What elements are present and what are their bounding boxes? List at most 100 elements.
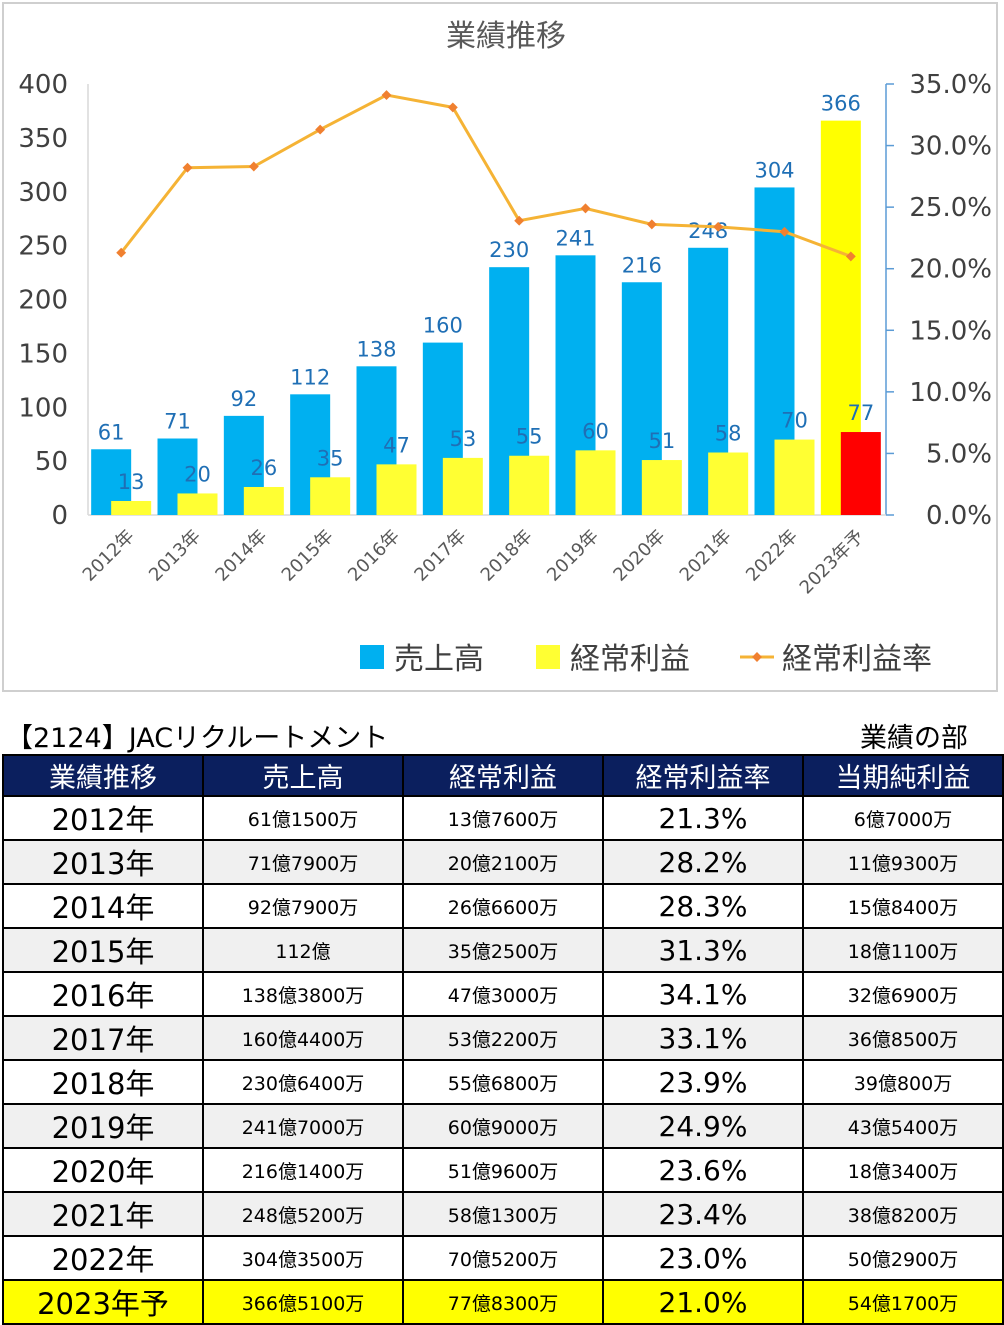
legend-swatch-sales [360, 645, 384, 669]
row-ordinary-profit: 60億9000万 [402, 1103, 604, 1149]
table-row: 2016年 138億3800万 47億3000万 34.1% 32億6900万 [2, 971, 1004, 1017]
row-ordinary-profit: 47億3000万 [402, 971, 604, 1017]
row-sales: 241億7000万 [202, 1103, 404, 1149]
rate-line [119, 93, 852, 258]
sales-data-label: 160 [423, 314, 463, 338]
y-left-tick-label: 300 [18, 178, 68, 208]
legend-label-rate: 経常利益率 [782, 642, 932, 677]
y-right-tick-label: 25.0% [909, 193, 992, 223]
row-profit-rate: 28.3% [602, 883, 804, 929]
table-header-row: 業績推移 売上高 経常利益 経常利益率 当期純利益 [2, 754, 1004, 797]
row-net-income: 50億2900万 [802, 1235, 1004, 1281]
y-left-tick-label: 400 [18, 70, 68, 100]
row-profit-rate: 31.3% [602, 927, 804, 973]
row-net-income: 32億6900万 [802, 971, 1004, 1017]
x-tick-label: 2018年 [477, 526, 537, 586]
row-profit-rate: 33.1% [602, 1015, 804, 1061]
x-tick-label: 2020年 [609, 526, 669, 586]
rate-point [182, 162, 193, 173]
table-row: 2021年 248億5200万 58億1300万 23.4% 38億8200万 [2, 1191, 1004, 1237]
x-tick-label: 2013年 [145, 526, 205, 586]
row-net-income: 15億8400万 [802, 883, 1004, 929]
table-row: 2019年 241億7000万 60億9000万 24.9% 43億5400万 [2, 1103, 1004, 1149]
column-header: 経常利益率 [602, 754, 804, 797]
rate-point [116, 247, 127, 258]
row-ordinary-profit: 26億6600万 [402, 883, 604, 929]
row-year: 2020年 [2, 1147, 204, 1193]
x-tick-label: 2012年 [79, 526, 139, 586]
profit-data-label: 53 [449, 427, 476, 451]
profit-bar [310, 477, 351, 515]
row-profit-rate: 23.0% [602, 1235, 804, 1281]
row-year: 2014年 [2, 883, 204, 929]
y-left-tick-label: 250 [18, 232, 68, 262]
row-net-income: 39億800万 [802, 1059, 1004, 1105]
x-tick-label: 2022年 [742, 526, 802, 586]
row-sales: 71億7900万 [202, 839, 404, 885]
sales-data-label: 248 [688, 219, 728, 243]
row-year: 2015年 [2, 927, 204, 973]
row-ordinary-profit: 53億2200万 [402, 1015, 604, 1061]
column-header: 当期純利益 [802, 754, 1004, 797]
row-sales: 138億3800万 [202, 971, 404, 1017]
row-ordinary-profit: 55億6800万 [402, 1059, 604, 1105]
x-tick-label: 2015年 [278, 526, 338, 586]
y-right-tick-label: 30.0% [909, 132, 992, 162]
row-year: 2016年 [2, 971, 204, 1017]
y-right-tick-label: 35.0% [909, 70, 992, 100]
chart-frame: 業績推移 0 50 100 150 200 250 300 350 400 0.0% 5.0% 10.0… [2, 2, 998, 692]
profit-bar [509, 455, 550, 515]
rate-point [845, 251, 856, 262]
row-profit-rate: 23.6% [602, 1147, 804, 1193]
row-ordinary-profit: 77億8300万 [402, 1279, 604, 1325]
row-year: 2022年 [2, 1235, 204, 1281]
profit-data-label: 20 [184, 462, 211, 486]
profit-bar [575, 450, 616, 515]
row-net-income: 18億3400万 [802, 1147, 1004, 1193]
table-row: 2022年 304億3500万 70億5200万 23.0% 50億2900万 [2, 1235, 1004, 1281]
sales-data-label: 230 [489, 238, 529, 262]
table-row: 2015年 112億 35億2500万 31.3% 18億1100万 [2, 927, 1004, 973]
row-profit-rate: 24.9% [602, 1103, 804, 1149]
profit-data-label: 47 [383, 433, 410, 457]
rate-point [646, 219, 657, 230]
row-net-income: 6億7000万 [802, 795, 1004, 841]
chart-title: 業績推移 [446, 19, 566, 54]
y-left-tick-label: 0 [51, 501, 68, 531]
y-left-tick-label: 350 [18, 124, 68, 154]
y-left-tick-label: 100 [18, 393, 68, 423]
row-net-income: 11億9300万 [802, 839, 1004, 885]
row-year: 2012年 [2, 795, 204, 841]
row-net-income: 43億5400万 [802, 1103, 1004, 1149]
rate-point [248, 161, 259, 172]
row-net-income: 36億8500万 [802, 1015, 1004, 1061]
row-ordinary-profit: 51億9600万 [402, 1147, 604, 1193]
row-ordinary-profit: 20億2100万 [402, 839, 604, 885]
row-year: 2013年 [2, 839, 204, 885]
profit-data-label: 26 [250, 456, 277, 480]
profit-bar [177, 493, 218, 515]
profit-bar [243, 486, 284, 515]
table-row: 2023年予 366億5100万 77億8300万 21.0% 54億1700万 [2, 1279, 1004, 1325]
table-row: 2013年 71億7900万 20億2100万 28.2% 11億9300万 [2, 839, 1004, 885]
performance-chart: 業績推移 0 50 100 150 200 250 300 350 400 0.0% 5.0% 10.0… [18, 19, 992, 677]
y-left-tick-label: 50 [35, 447, 68, 477]
profit-data-label: 70 [781, 409, 808, 433]
rate-point [779, 226, 790, 237]
sales-data-label: 92 [230, 387, 257, 411]
row-sales: 160億4400万 [202, 1015, 404, 1061]
row-year: 2017年 [2, 1015, 204, 1061]
row-year: 2018年 [2, 1059, 204, 1105]
profit-data-label: 55 [516, 425, 543, 449]
profit-data-label: 51 [648, 429, 675, 453]
row-net-income: 38億8200万 [802, 1191, 1004, 1237]
row-sales: 216億1400万 [202, 1147, 404, 1193]
row-sales: 112億 [202, 927, 404, 973]
row-net-income: 54億1700万 [802, 1279, 1004, 1325]
profit-data-label: 35 [317, 446, 344, 470]
row-profit-rate: 21.0% [602, 1279, 804, 1325]
row-sales: 366億5100万 [202, 1279, 404, 1325]
y-right-tick-label: 15.0% [909, 316, 992, 346]
row-ordinary-profit: 35億2500万 [402, 927, 604, 973]
profit-data-label: 77 [847, 401, 874, 425]
